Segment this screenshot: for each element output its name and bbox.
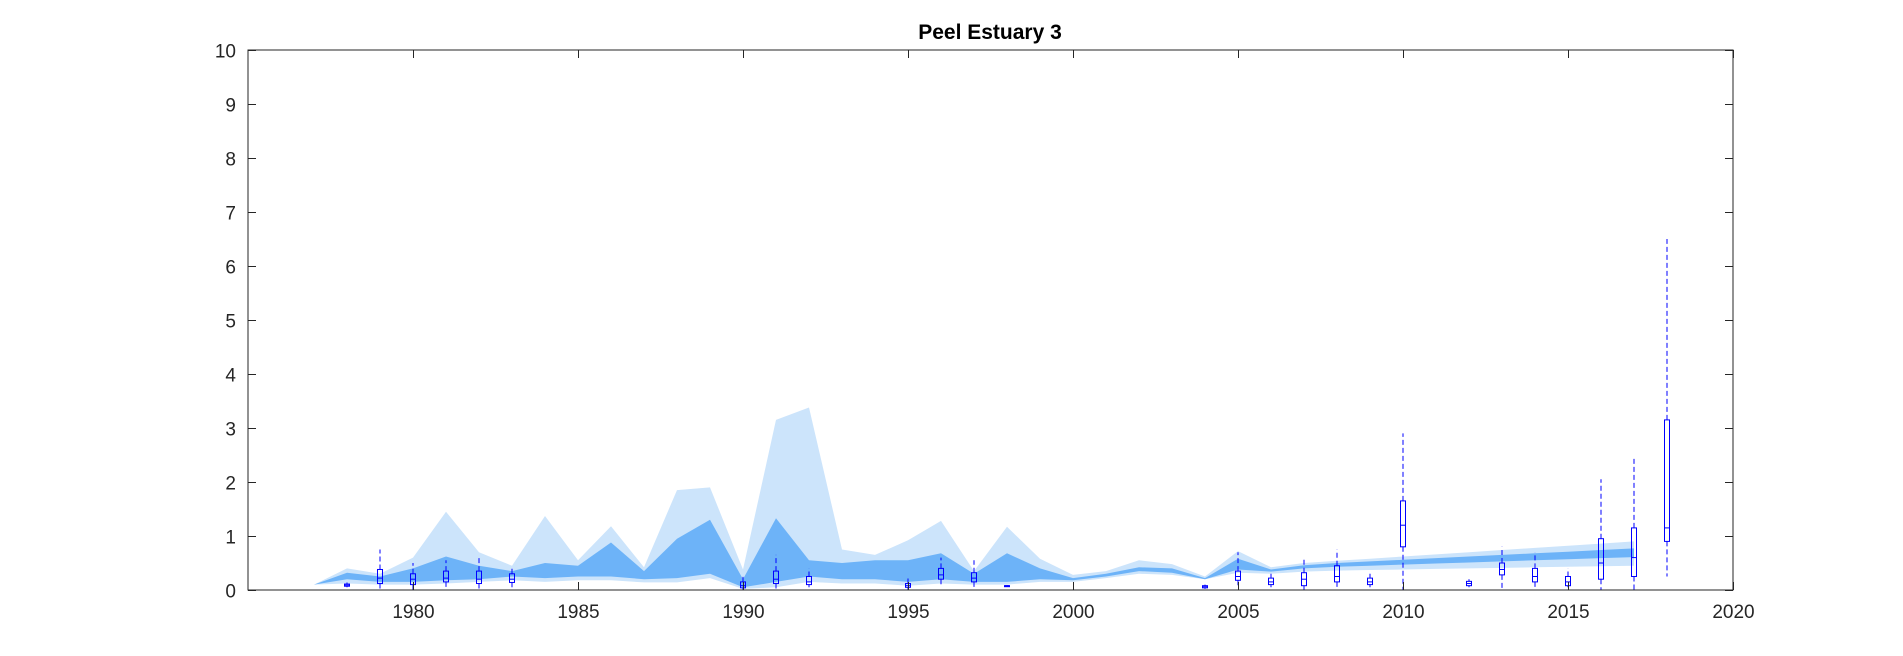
boxplot-2016 (1598, 479, 1604, 590)
y-tick-label: 7 (225, 204, 236, 225)
boxplot-box (509, 573, 515, 583)
boxplot-box (1235, 570, 1241, 581)
boxplot-box (1400, 500, 1406, 548)
boxplot-1998 (1004, 585, 1010, 588)
y-tick-label: 1 (225, 528, 236, 549)
boxplot-2005 (1235, 552, 1241, 588)
x-tick-label: 2020 (1712, 602, 1754, 623)
boxplot-1991 (773, 554, 779, 590)
boxplot-box (1664, 419, 1670, 542)
x-tick-label: 1985 (557, 602, 599, 623)
boxplot-1997 (971, 560, 977, 590)
boxplot-1978 (344, 582, 350, 588)
y-tick-label: 10 (215, 42, 236, 63)
boxplot-box (1631, 527, 1637, 578)
y-tick-label: 3 (225, 420, 236, 441)
boxplot-box (1532, 567, 1538, 583)
y-tick-label: 5 (225, 312, 236, 333)
boxplot-2014 (1532, 552, 1538, 588)
chart-title: Peel Estuary 3 (918, 21, 1062, 44)
boxplot-box (938, 567, 944, 580)
boxplot-2008 (1334, 549, 1340, 588)
x-tick-label: 2000 (1052, 602, 1094, 623)
x-tick-label: 2010 (1382, 602, 1424, 623)
x-tick-label: 2015 (1547, 602, 1589, 623)
boxplot-box (476, 570, 482, 585)
y-tick-label: 2 (225, 474, 236, 495)
boxplot-box (1499, 562, 1505, 576)
y-tick-label: 9 (225, 96, 236, 117)
boxplot-box (806, 576, 812, 586)
y-tick-label: 8 (225, 150, 236, 171)
boxplot-box (443, 570, 449, 583)
boxplot-2009 (1367, 573, 1373, 588)
boxplot-1982 (476, 557, 482, 590)
boxplot-1992 (806, 568, 812, 588)
boxplot-layer (344, 239, 1670, 590)
boxplot-2004 (1202, 584, 1208, 589)
boxplot-box (971, 572, 977, 583)
y-tick-label: 6 (225, 258, 236, 279)
boxplot-1996 (938, 557, 944, 585)
y-tick-label: 0 (225, 582, 236, 603)
boxplot-box (1334, 565, 1340, 583)
boxplot-box (377, 568, 383, 585)
boxplot-1981 (443, 560, 449, 588)
y-tick-label: 4 (225, 366, 236, 387)
boxplot-box (1268, 577, 1274, 586)
boxplot-2018 (1664, 239, 1670, 577)
boxplot-box (1598, 538, 1604, 580)
plot-frame (247, 49, 1734, 591)
x-tick-label: 1990 (722, 602, 764, 623)
boxplot-box (1367, 577, 1373, 586)
x-tick-label: 1995 (887, 602, 929, 623)
x-axis: 1980 1985 1990 1995 2000 2005 2010 2015 2020 (392, 50, 1755, 623)
boxplot-2013 (1499, 546, 1505, 590)
x-tick-label: 2005 (1217, 602, 1259, 623)
x-tick-label: 1980 (392, 602, 434, 623)
boxplot-2012 (1466, 579, 1472, 588)
boxplot-2007 (1301, 557, 1307, 590)
boxplot-1983 (509, 567, 515, 588)
boxplot-2006 (1268, 573, 1274, 588)
boxplot-2017 (1631, 457, 1637, 590)
y-axis: 0 1 2 3 4 5 6 7 8 9 10 (215, 42, 1733, 603)
boxplot-box (773, 570, 779, 585)
boxplot-1979 (377, 549, 383, 590)
